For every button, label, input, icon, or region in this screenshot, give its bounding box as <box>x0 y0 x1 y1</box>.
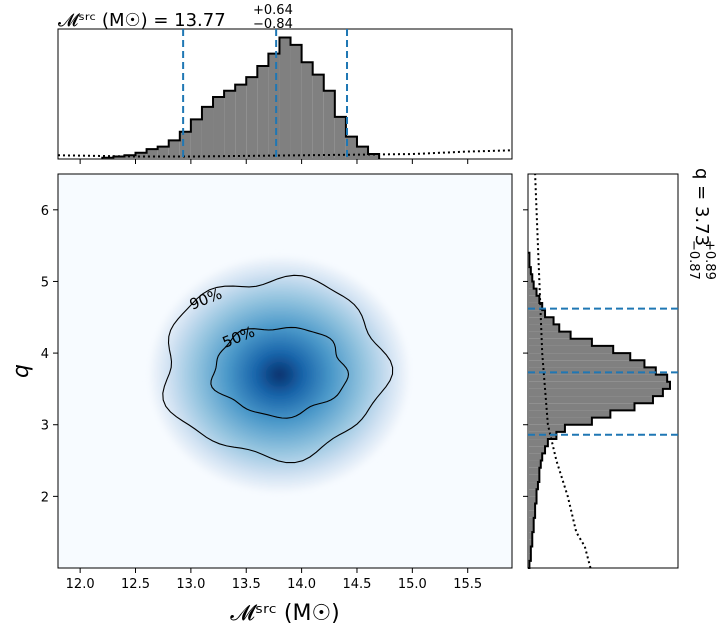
corner-2d: 50%90% 12.0 12.5 13.0 13.5 14.0 14.5 15.0 15.5 … <box>41 173 513 592</box>
top-hist-bar <box>290 44 302 159</box>
top-hist-bar <box>356 146 369 159</box>
top-hist-bar <box>301 62 313 159</box>
top-histogram <box>57 28 513 164</box>
y-tick-label: 2 <box>41 490 49 505</box>
top-hist-bar <box>323 90 335 159</box>
right-hist-bar <box>528 374 668 382</box>
x-tick-label: 15.5 <box>453 577 482 592</box>
right-hist-bar <box>528 295 540 303</box>
top-hist-bar <box>224 90 236 159</box>
right-histogram <box>523 173 679 569</box>
top-hist-bar <box>312 74 324 159</box>
x-tick-label: 13.5 <box>232 577 261 592</box>
top-hist-bar <box>246 77 258 159</box>
right-hist-title-sub: −0.87 <box>686 240 701 280</box>
top-hist-bar <box>168 140 180 159</box>
top-hist-bar <box>279 37 291 160</box>
right-hist-bar <box>528 532 533 540</box>
top-hist-bar <box>345 136 357 159</box>
corner-ylabel: q <box>9 364 34 378</box>
contour-line <box>210 326 350 419</box>
top-hist-title-sup: +0.64 <box>253 3 293 18</box>
top-hist-bar <box>135 152 147 159</box>
right-hist-bar <box>528 410 611 418</box>
right-hist-bar <box>528 353 631 361</box>
right-hist-bar <box>528 338 592 346</box>
top-hist-title: 𝓜ˢʳᶜ (M☉) = 13.77 <box>58 10 226 31</box>
right-hist-prior-line <box>534 173 592 569</box>
right-hist-bar <box>528 367 656 375</box>
right-hist-bar <box>528 510 536 518</box>
top-hist-bar <box>334 116 346 159</box>
x-tick-label: 14.5 <box>342 577 371 592</box>
corner-frame <box>57 173 513 569</box>
top-hist-bar <box>179 131 191 159</box>
right-hist-bar <box>528 546 531 554</box>
right-hist-bar <box>528 482 538 490</box>
contour-line <box>162 274 394 464</box>
y-tick-label: 6 <box>41 204 49 219</box>
right-hist-bar <box>528 460 541 468</box>
x-tick-label: 12.5 <box>121 577 150 592</box>
x-tick-label: 15.0 <box>398 577 427 592</box>
y-tick-label: 5 <box>41 275 49 290</box>
top-hist-bar <box>213 97 225 159</box>
right-hist-bar <box>528 446 546 454</box>
right-hist-bar <box>528 396 653 404</box>
top-hist-bar <box>268 53 280 159</box>
x-tick-label: 13.0 <box>176 577 205 592</box>
right-hist-bar <box>528 381 670 389</box>
right-hist-bar <box>528 281 534 289</box>
right-hist-bar <box>528 503 536 511</box>
corner-xlabel: 𝓜ˢʳᶜ (M☉) <box>230 601 340 626</box>
right-hist-bar <box>528 324 560 332</box>
right-hist-bar <box>528 360 645 368</box>
right-hist-bar <box>528 553 531 561</box>
right-hist-bar <box>528 489 537 497</box>
right-hist-outline <box>528 251 671 569</box>
right-hist-bar <box>528 453 543 461</box>
right-hist-title-sup: +0.89 <box>702 240 717 280</box>
density-blob <box>149 256 410 493</box>
right-hist-bar <box>528 267 531 275</box>
right-hist-bar <box>528 331 571 339</box>
right-hist-bar <box>528 274 533 282</box>
x-tick-label: 14.0 <box>287 577 316 592</box>
right-hist-bar <box>528 439 548 447</box>
y-tick-label: 4 <box>41 347 49 362</box>
top-hist-bar <box>146 149 158 159</box>
top-hist-bar <box>235 84 247 159</box>
right-hist-bar <box>528 302 543 311</box>
top-hist-outline <box>101 36 381 159</box>
right-hist-bar <box>528 417 592 425</box>
right-hist-bar <box>528 539 533 547</box>
top-hist-bar <box>157 146 169 159</box>
right-hist-bar <box>528 474 540 483</box>
right-hist-bar <box>528 345 614 354</box>
right-hist-bar <box>528 496 537 504</box>
right-hist-bar <box>528 525 534 533</box>
right-hist-bar <box>528 517 534 526</box>
top-hist-bar <box>257 66 269 159</box>
x-tick-label: 12.0 <box>66 577 95 592</box>
right-hist-bar <box>528 317 554 325</box>
y-tick-label: 3 <box>41 419 49 434</box>
right-hist-bar <box>528 310 546 318</box>
right-hist-bar <box>528 403 635 411</box>
top-hist-title-sub: −0.84 <box>253 17 293 32</box>
top-hist-bar <box>201 106 214 159</box>
right-hist-bar <box>528 467 540 475</box>
top-hist-bar <box>368 154 380 159</box>
right-hist-title: q = 3.73 <box>691 168 712 246</box>
top-hist-bar <box>113 156 125 159</box>
right-hist-bar <box>528 288 537 296</box>
top-hist-bar <box>190 119 202 159</box>
right-hist-bar <box>528 424 565 432</box>
right-hist-bar <box>528 388 663 397</box>
